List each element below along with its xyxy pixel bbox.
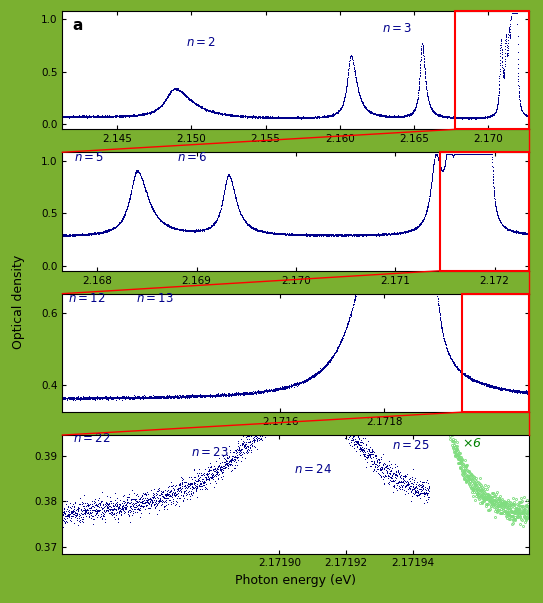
Text: $n=25$: $n=25$ [392, 439, 430, 452]
Text: $n=5$: $n=5$ [74, 151, 104, 163]
Text: $n=3$: $n=3$ [382, 22, 413, 35]
Text: Optical density: Optical density [12, 254, 25, 349]
Text: $\times$6: $\times$6 [462, 437, 482, 450]
Bar [462, 294, 529, 412]
Text: $n=6$: $n=6$ [177, 151, 207, 163]
Bar [455, 11, 529, 130]
Text: $n=2$: $n=2$ [186, 36, 217, 49]
Text: $n=24$: $n=24$ [294, 463, 332, 476]
Text: a: a [73, 18, 83, 33]
Text: $n=23$: $n=23$ [191, 446, 229, 459]
X-axis label: Photon energy (eV): Photon energy (eV) [236, 574, 356, 587]
Text: $n=12$: $n=12$ [68, 292, 106, 305]
Text: $n=13$: $n=13$ [136, 292, 174, 305]
Bar [440, 152, 529, 271]
Text: $n=22$: $n=22$ [73, 432, 110, 445]
